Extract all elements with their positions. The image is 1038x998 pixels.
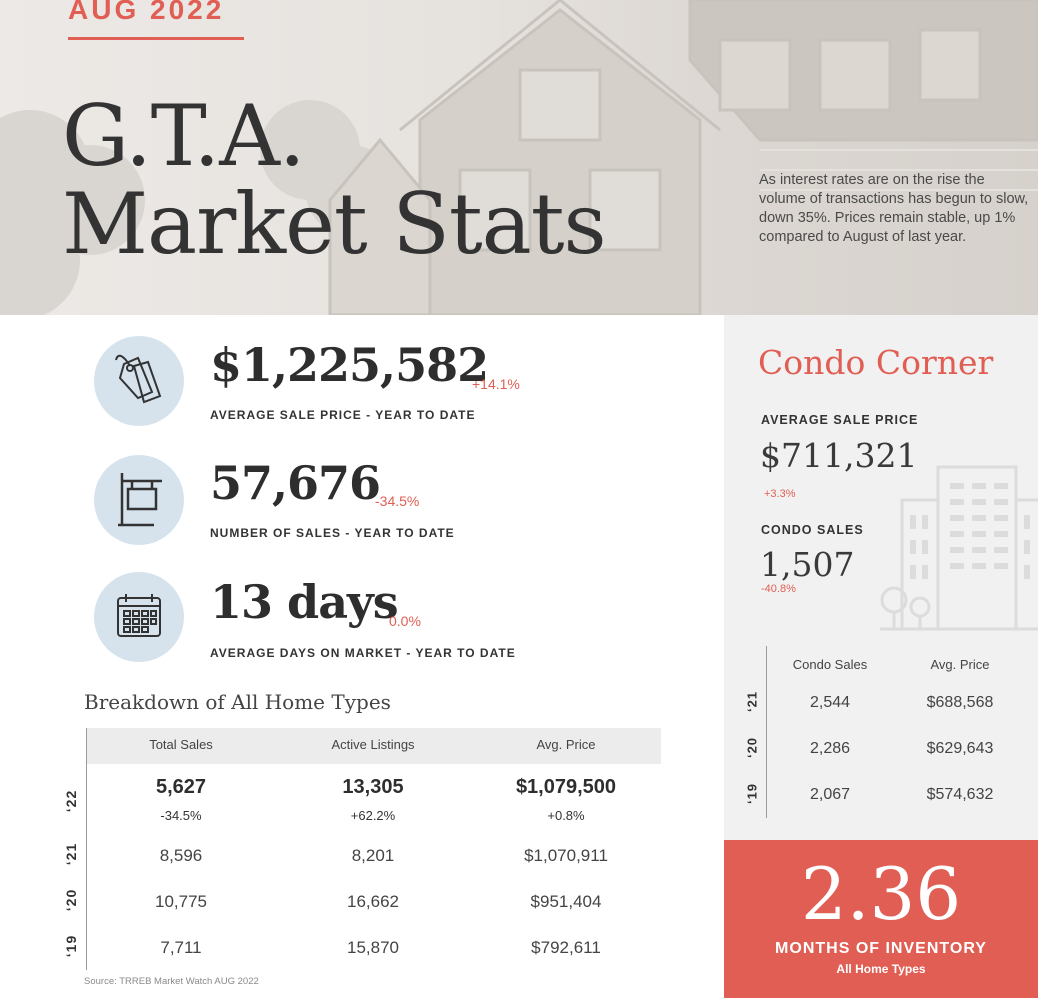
table-cell: $951,404	[530, 892, 602, 911]
condo-year-label-20: ‘20	[744, 736, 760, 759]
house-background-image	[0, 0, 1038, 315]
condo-table-cell: 2,067	[809, 786, 851, 803]
table-cell: 7,711	[160, 938, 202, 957]
table-cell: $792,611	[531, 938, 601, 957]
table-cell: $1,079,500	[515, 776, 617, 798]
days-on-market-label: AVERAGE DAYS ON MARKET - YEAR TO DATE	[210, 646, 516, 660]
year-label-19: ‘19	[63, 934, 79, 958]
report-date: AUG 2022	[68, 0, 225, 25]
condo-col-head-sales: Condo Sales	[792, 657, 868, 672]
year-label-21: ‘21	[63, 842, 79, 866]
table-cell: 8,201	[351, 846, 395, 865]
breakdown-divider	[86, 728, 87, 970]
table-cell: 13,305	[342, 776, 404, 798]
days-on-market-change: 0.0%	[389, 613, 421, 629]
condo-sales-value: 1,507	[760, 545, 855, 584]
table-cell-change: -34.5%	[160, 808, 202, 823]
condo-avg-price-change: +3.3%	[764, 488, 796, 500]
months-of-inventory-value: 2.36	[800, 852, 962, 936]
col-head-total-sales: Total Sales	[149, 737, 213, 752]
table-cell: $1,070,911	[524, 846, 608, 865]
calendar-icon	[94, 572, 184, 662]
page-title-line1: G.T.A.	[62, 87, 306, 185]
buildings-illustration-icon	[880, 465, 1038, 631]
condo-col-head-price: Avg. Price	[930, 657, 990, 672]
condo-table-cell: 2,286	[809, 740, 851, 757]
condo-avg-price-label: AVERAGE SALE PRICE	[761, 413, 919, 427]
price-tag-icon	[94, 336, 184, 426]
table-cell: 16,662	[347, 892, 399, 911]
table-cell-change: +62.2%	[350, 808, 396, 823]
condo-year-label-19: ‘19	[744, 782, 760, 805]
months-of-inventory-label: MONTHS OF INVENTORY	[775, 940, 987, 957]
condo-table-cell: $688,568	[926, 694, 994, 711]
condo-year-label-21: ‘21	[744, 690, 760, 713]
condo-table-cell: 2,544	[809, 694, 851, 711]
col-head-avg-price: Avg. Price	[536, 737, 596, 752]
year-label-20: ‘20	[63, 888, 79, 912]
days-on-market-value: 13 days	[210, 575, 399, 629]
condo-table-cell: $574,632	[926, 786, 994, 803]
inventory-box	[724, 840, 1038, 998]
avg-sale-price-change: +14.1%	[472, 376, 520, 392]
page-title-line2: Market Stats	[62, 175, 607, 273]
table-cell: 10,775	[155, 892, 207, 911]
table-cell-change: +0.8%	[547, 808, 585, 823]
table-cell: 5,627	[155, 776, 207, 798]
number-of-sales-change: -34.5%	[375, 493, 420, 509]
months-of-inventory-sub: All Home Types	[836, 962, 926, 976]
breakdown-title: Breakdown of All Home Types	[84, 690, 391, 714]
condo-sales-change: -40.8%	[761, 583, 796, 595]
hero-banner: AUG 2022 G.T.A. Market Stats As interest…	[0, 0, 1038, 315]
table-cell: 8,596	[159, 846, 203, 865]
avg-sale-price-value: $1,225,582	[210, 338, 489, 392]
year-label-22: ‘22	[63, 789, 79, 813]
condo-corner-panel	[724, 315, 1038, 840]
for-sale-sign-icon	[94, 455, 184, 545]
number-of-sales-value: 57,676	[210, 456, 381, 510]
avg-sale-price-label: AVERAGE SALE PRICE - YEAR TO DATE	[210, 408, 476, 422]
summary-text: As interest rates are on the rise the vo…	[759, 172, 1029, 245]
breakdown-header-bar	[86, 728, 661, 764]
condo-corner-title: Condo Corner	[758, 343, 994, 382]
condo-table-cell: $629,643	[926, 740, 994, 757]
number-of-sales-label: NUMBER OF SALES - YEAR TO DATE	[210, 526, 455, 540]
col-head-active-listings: Active Listings	[331, 737, 415, 752]
condo-avg-price-value: $711,321	[760, 436, 918, 475]
date-underline	[68, 37, 244, 40]
condo-sales-label: CONDO SALES	[761, 523, 864, 537]
condo-table-divider	[766, 646, 767, 818]
table-cell: 15,870	[347, 938, 399, 957]
page-title: G.T.A. Market Stats	[62, 87, 607, 273]
source-note: Source: TRREB Market Watch AUG 2022	[84, 976, 259, 987]
